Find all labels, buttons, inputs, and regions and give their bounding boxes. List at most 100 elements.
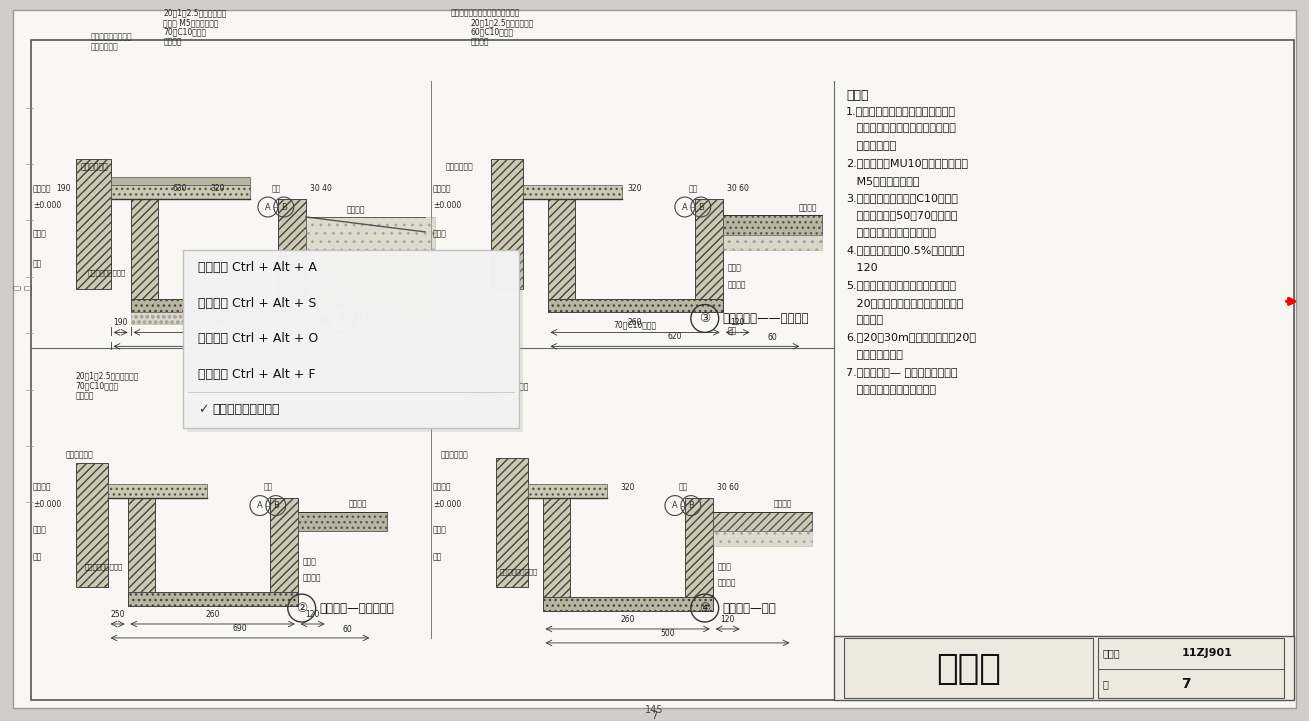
Text: 混凝土散水——砖砌暗沟: 混凝土散水——砖砌暗沟 — [723, 312, 809, 325]
Text: 120: 120 — [730, 319, 745, 327]
Text: 程设计。: 程设计。 — [846, 315, 884, 325]
Bar — [496, 458, 528, 587]
Text: B: B — [698, 203, 704, 211]
Text: ±0.000: ±0.000 — [33, 201, 62, 210]
Text: 7: 7 — [652, 711, 657, 720]
Text: 120: 120 — [313, 319, 327, 327]
Text: 暗　沟: 暗 沟 — [936, 652, 1001, 686]
Text: 室外地坪: 室外地坪 — [774, 500, 792, 508]
Text: 室外地坪: 室外地坪 — [350, 500, 368, 508]
Bar — [131, 298, 306, 312]
Text: 起点深度: 起点深度 — [310, 280, 329, 289]
Text: 250: 250 — [110, 610, 124, 619]
Text: 灌建筑嵌缝膏: 灌建筑嵌缝膏 — [441, 451, 469, 460]
Bar — [127, 497, 156, 606]
Text: 70厚C10混凝土: 70厚C10混凝土 — [76, 381, 119, 390]
Bar — [306, 217, 435, 324]
Text: B: B — [272, 501, 279, 510]
Bar — [111, 177, 250, 185]
Text: 500: 500 — [660, 629, 674, 638]
Text: ±0.000: ±0.000 — [33, 500, 62, 508]
Text: B: B — [281, 203, 287, 211]
Text: 灌建筑嵌缝膏: 灌建筑嵌缝膏 — [81, 162, 109, 171]
Text: 30 40: 30 40 — [310, 184, 331, 193]
Text: 320: 320 — [211, 184, 225, 193]
Bar — [111, 185, 250, 199]
Bar — [1098, 638, 1284, 698]
Text: ④: ④ — [699, 601, 711, 614]
Text: 20厚1：2.5水泥砂浆粉面: 20厚1：2.5水泥砂浆粉面 — [164, 8, 226, 17]
Text: 260: 260 — [620, 615, 635, 624]
Bar — [278, 199, 306, 312]
Text: 60: 60 — [351, 333, 360, 342]
Text: 见各单项设计: 见各单项设计 — [90, 43, 119, 52]
Bar — [187, 254, 524, 432]
Text: 3.暗沟加遇填土，沟底C10混凝土: 3.暗沟加遇填土，沟底C10混凝土 — [846, 193, 958, 203]
Text: 盖板: 盖板 — [728, 326, 737, 335]
Text: 外墙保温及装饰做法: 外墙保温及装饰做法 — [446, 361, 488, 370]
Bar — [127, 592, 297, 606]
Text: 程设计，可参见中南标《建筑构造: 程设计，可参见中南标《建筑构造 — [846, 123, 956, 133]
Text: 砖砌体: 砖砌体 — [728, 263, 741, 273]
Text: 截图时隐藏当前窗口: 截图时隐藏当前窗口 — [213, 403, 280, 416]
Text: A: A — [672, 501, 678, 510]
Text: 260: 260 — [206, 610, 220, 619]
Text: 60: 60 — [343, 625, 352, 634]
Text: 120: 120 — [720, 615, 734, 624]
Text: 20厚1：2.5水泥砂浆粉面: 20厚1：2.5水泥砂浆粉面 — [471, 18, 534, 27]
Text: 灌建筑嵌缝膏: 灌建筑嵌缝膏 — [65, 451, 93, 460]
Text: 砖砌暗沟—混凝土散水: 砖砌暗沟—混凝土散水 — [319, 601, 394, 614]
Text: 背衬: 背衬 — [33, 553, 42, 562]
Text: ②: ② — [296, 601, 308, 614]
Bar — [131, 199, 158, 312]
Text: 260: 260 — [211, 319, 225, 327]
Bar — [76, 463, 107, 587]
Bar — [183, 249, 518, 428]
Text: 勒脚位置即踏步起始位置。: 勒脚位置即踏步起始位置。 — [846, 384, 936, 394]
Text: 灌建筑嵌缝膏。: 灌建筑嵌缝膏。 — [846, 350, 903, 360]
Text: ①: ① — [336, 312, 347, 325]
Text: 190: 190 — [56, 184, 71, 193]
Text: 30 60: 30 60 — [726, 184, 749, 193]
Text: 60: 60 — [767, 333, 778, 342]
Text: 背衬: 背衬 — [433, 553, 442, 562]
Text: 垫层下应加铺50～70粒径卵石: 垫层下应加铺50～70粒径卵石 — [846, 211, 958, 221]
Bar — [844, 638, 1093, 698]
Text: B: B — [689, 501, 694, 510]
Text: 背衬: 背衬 — [33, 260, 42, 268]
Text: 5.暗沟与勒脚交接处设变形缝，缝宽: 5.暗沟与勒脚交接处设变形缝，缝宽 — [846, 280, 956, 290]
Text: 2.砖牀暗沟用MU10非粘土烧结砖，: 2.砖牀暗沟用MU10非粘土烧结砖， — [846, 158, 969, 168]
Text: 690: 690 — [241, 332, 255, 341]
Text: M5水泥砂浆牀筑。: M5水泥砂浆牀筑。 — [846, 176, 920, 185]
Text: 砖砌体: 砖砌体 — [302, 557, 317, 566]
Bar — [712, 511, 813, 531]
Text: 外墙保温及装饰做法见各单项设计: 外墙保温及装饰做法见各单项设计 — [452, 8, 521, 17]
Text: 120: 120 — [846, 262, 878, 273]
Text: 砌体体 M5水泥砂浆砌筑: 砌体体 M5水泥砂浆砌筑 — [164, 18, 219, 27]
Text: 盖板: 盖板 — [689, 184, 698, 193]
Bar — [528, 484, 607, 497]
Bar — [712, 531, 813, 547]
Text: 60厚C10混凝土: 60厚C10混凝土 — [471, 28, 514, 37]
Text: 室内标高: 室内标高 — [433, 184, 452, 193]
Text: 室内标高: 室内标高 — [433, 482, 452, 492]
Text: 砖砌散水—暗沟: 砖砌散水—暗沟 — [723, 601, 776, 614]
Text: 260: 260 — [628, 319, 643, 327]
Text: 柱
体: 柱 体 — [13, 285, 33, 290]
Text: 图集号: 图集号 — [1103, 648, 1121, 658]
Text: 屏幕录制 Ctrl + Alt + S: 屏幕录制 Ctrl + Alt + S — [198, 296, 317, 309]
Text: 防潮层: 防潮层 — [433, 229, 446, 239]
Text: 30 60: 30 60 — [717, 482, 738, 492]
Text: 聚苯乙烯泡沫淋料条: 聚苯乙烯泡沫淋料条 — [84, 563, 123, 570]
Text: 630: 630 — [173, 184, 187, 193]
Bar — [542, 597, 712, 611]
Text: ±0.000: ±0.000 — [433, 201, 461, 210]
Text: 7: 7 — [1182, 677, 1191, 691]
Text: 防潮层: 防潮层 — [433, 525, 446, 534]
Text: A: A — [257, 501, 263, 510]
Text: 620: 620 — [668, 332, 682, 341]
Text: 60厚河砂砂垫层: 60厚河砂砂垫层 — [466, 391, 504, 400]
Text: 20厚1：2.5水泥砂浆粉面: 20厚1：2.5水泥砂浆粉面 — [466, 381, 529, 390]
Text: 屏幕翻译 Ctrl + Alt + F: 屏幕翻译 Ctrl + Alt + F — [198, 368, 315, 381]
Text: 室内标高: 室内标高 — [33, 482, 51, 492]
